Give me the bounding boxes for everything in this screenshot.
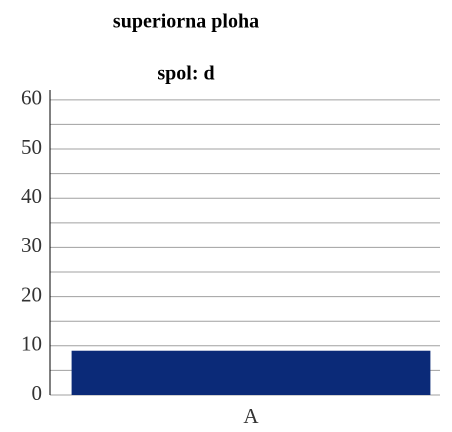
- x-tick-label: A: [243, 404, 259, 428]
- y-tick-label: 0: [32, 381, 43, 405]
- y-tick-label: 20: [21, 282, 42, 306]
- y-tick-label: 40: [21, 184, 42, 208]
- y-tick-label: 10: [21, 332, 42, 356]
- chart-subtitle: spol: d: [157, 63, 214, 85]
- y-tick-label: 60: [21, 86, 42, 110]
- y-tick-label: 30: [21, 233, 42, 257]
- y-tick-label: 50: [21, 135, 42, 159]
- bar: [71, 350, 431, 395]
- chart-title: superiorna ploha: [113, 11, 259, 33]
